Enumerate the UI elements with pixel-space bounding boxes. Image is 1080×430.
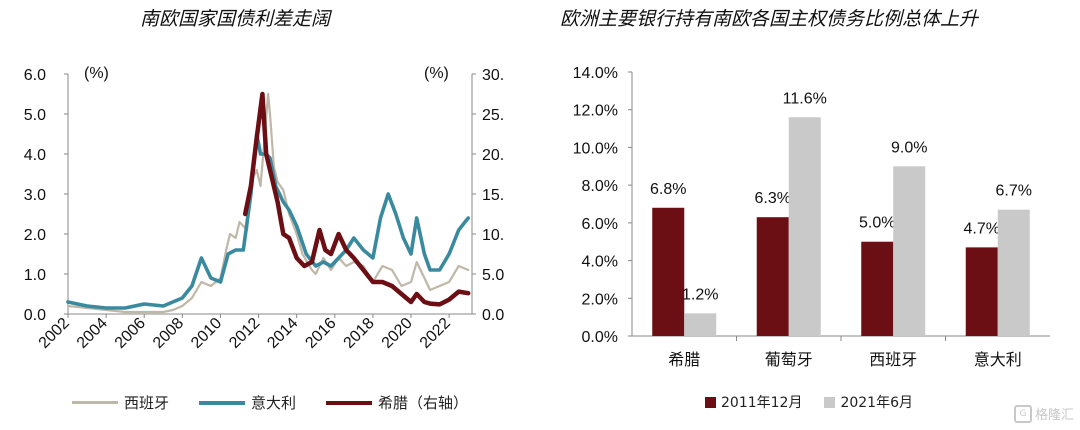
legend-swatch-spain — [72, 401, 118, 404]
legend-item-2011: 2011年12月 — [705, 392, 802, 412]
y-right-tick-label: 5.0 — [482, 267, 504, 284]
line-legend: 西班牙 意大利 希腊（右轴） — [72, 392, 468, 413]
y-left-tick-label: 2.0 — [24, 227, 46, 244]
right-chart-title: 欧洲主要银行持有南欧各国主权债务比例总体上升 — [560, 8, 979, 30]
bar-category-label: 希腊 — [668, 351, 700, 369]
x-tick-label: 2010 — [188, 315, 225, 352]
watermark-logo-icon: G — [1013, 404, 1032, 423]
y-left-tick-label: 6.0 — [24, 67, 46, 84]
bar-data-label: 1.2% — [682, 286, 718, 303]
legend-swatch-2021 — [824, 396, 836, 408]
bar-2-0 — [861, 241, 894, 336]
bar-data-label: 6.8% — [650, 181, 686, 198]
y-right-tick-label: 30. — [482, 67, 504, 84]
bar-y-tick-label: 4.0% — [582, 254, 618, 271]
bar-category-label: 葡萄牙 — [765, 351, 813, 369]
bar-0-0 — [652, 207, 685, 336]
series-line-0 — [66, 92, 470, 314]
bar-category-label: 西班牙 — [869, 351, 917, 369]
legend-swatch-2011 — [705, 396, 716, 408]
bar-2-1 — [893, 166, 926, 336]
bar-data-label: 11.6% — [783, 90, 827, 107]
y-right-tick-label: 10. — [482, 227, 504, 244]
bar-3-1 — [997, 209, 1030, 336]
watermark: G 格隆汇 — [1013, 404, 1074, 423]
y-left-tick-label: 4.0 — [24, 147, 46, 164]
x-tick-label: 2020 — [379, 315, 416, 352]
legend-item-2021: 2021年6月 — [824, 392, 913, 412]
bar-y-tick-label: 6.0% — [582, 216, 618, 233]
x-tick-label: 2022 — [417, 315, 454, 352]
y-right-unit: (%) — [424, 65, 449, 82]
bar-y-tick-label: 14.0% — [573, 65, 618, 82]
bar-y-tick-label: 12.0% — [573, 103, 618, 120]
x-tick-label: 2014 — [264, 315, 301, 352]
bar-category-label: 意大利 — [974, 350, 1022, 369]
bar-chart: 0.0% 2.0% 4.0% 6.0% 8.0% 10.0% 12.0% 14.0% 6.8% 1… — [573, 65, 1050, 369]
legend-label-greece: 希腊（右轴） — [378, 394, 469, 412]
legend-swatch-italy — [199, 400, 246, 405]
series-line-2 — [242, 91, 471, 307]
bar-y-tick-label: 2.0% — [582, 291, 618, 308]
bar-3-0 — [965, 247, 998, 336]
legend-label-italy: 意大利 — [251, 394, 297, 412]
y-right-tick-label: 25. — [482, 107, 504, 124]
legend-label-2011: 2011年12月 — [721, 395, 803, 411]
bar-data-label: 9.0% — [891, 139, 927, 156]
x-tick-label: 2004 — [74, 315, 111, 352]
bar-0-1 — [684, 313, 717, 336]
y-left-tick-label: 1.0 — [24, 267, 46, 284]
y-left-unit: (%) — [84, 65, 109, 82]
bar-y-tick-label: 0.0% — [582, 329, 618, 346]
bar-data-label: 6.7% — [996, 183, 1032, 200]
x-tick-label: 2012 — [226, 315, 263, 352]
x-tick-label: 2018 — [341, 315, 378, 352]
bar-y-tick-label: 8.0% — [582, 178, 618, 195]
bar-data-label: 5.0% — [859, 215, 895, 232]
y-left-tick-label: 3.0 — [24, 187, 46, 204]
bar-1-0 — [756, 217, 789, 336]
bar-1-1 — [788, 117, 821, 336]
legend-label-spain: 西班牙 — [124, 394, 170, 412]
bar-data-label: 6.3% — [755, 190, 791, 207]
y-right-tick-label: 20. — [482, 147, 504, 164]
legend-item-greece: 希腊（右轴） — [326, 392, 468, 413]
line-chart: 0.0 1.0 2.0 3.0 4.0 5.0 6.0 0.0 5.0 10. 15. 20. 25. 3… — [24, 65, 505, 352]
left-chart-title: 南欧国家国债利差走阔 — [140, 8, 331, 30]
watermark-text: 格隆汇 — [1034, 408, 1074, 423]
bar-legend: 2011年12月 2021年6月 — [705, 392, 913, 412]
legend-item-italy: 意大利 — [199, 392, 296, 413]
y-right-tick-label: 0.0 — [482, 307, 504, 324]
x-tick-label: 2006 — [112, 315, 149, 352]
bar-data-label: 4.7% — [964, 220, 1000, 237]
series-line-1 — [66, 132, 471, 310]
x-tick-label: 2016 — [302, 315, 339, 352]
legend-item-spain: 西班牙 — [72, 392, 169, 413]
legend-swatch-greece — [326, 400, 373, 405]
bar-y-tick-label: 10.0% — [573, 140, 618, 157]
y-right-tick-label: 15. — [482, 187, 504, 204]
y-left-tick-label: 5.0 — [24, 107, 46, 124]
legend-label-2021: 2021年6月 — [840, 395, 913, 411]
x-tick-label: 2008 — [150, 315, 187, 352]
y-left-tick-label: 0.0 — [24, 307, 46, 324]
